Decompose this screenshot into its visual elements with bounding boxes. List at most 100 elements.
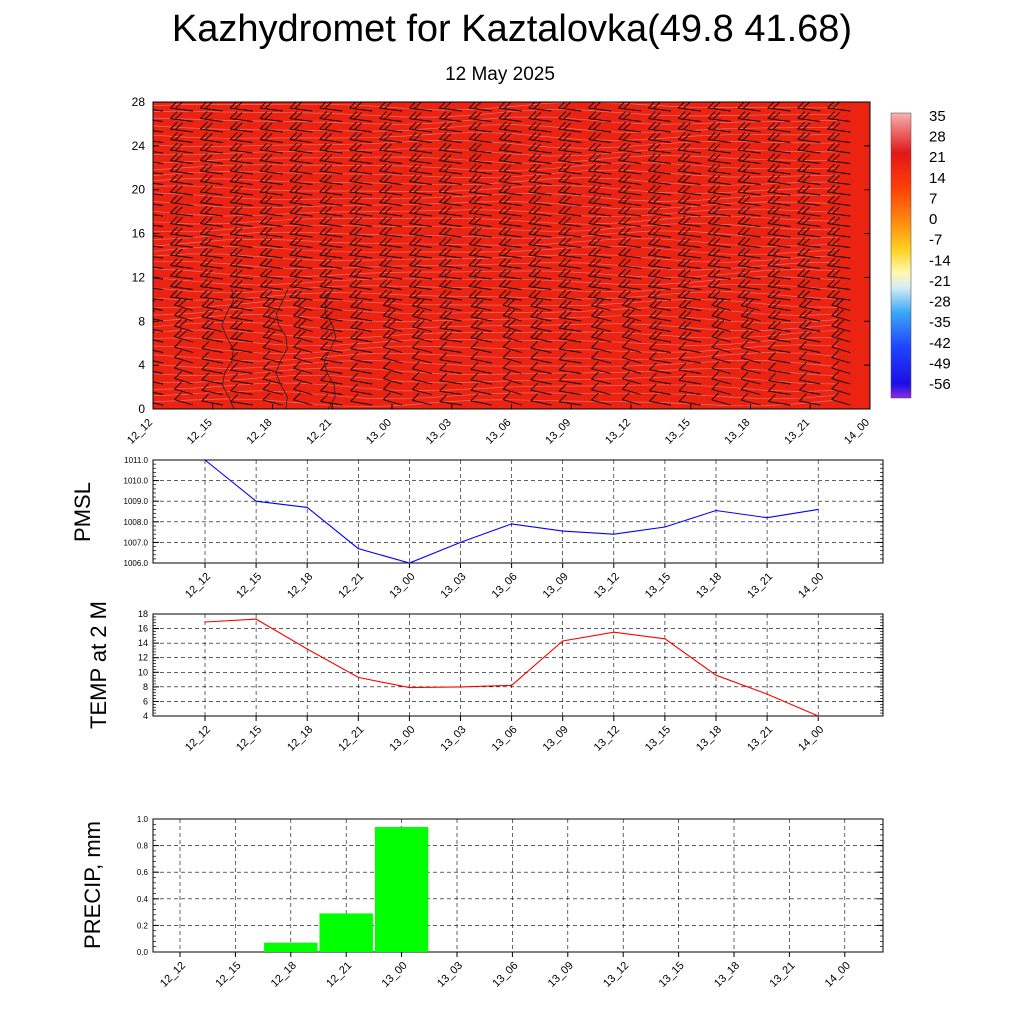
wind-barb-flag <box>798 320 807 328</box>
wind-barb-flag <box>234 164 243 172</box>
wind-barb-shaft <box>498 128 522 133</box>
wind-barb-flag <box>324 269 333 277</box>
wind-barb-shaft <box>170 160 193 164</box>
wind-barb-shaft <box>740 326 761 332</box>
wind-barb-flag <box>320 362 328 371</box>
wind-barb-flag <box>768 310 776 318</box>
wind-barb-flag <box>533 269 542 277</box>
wind-barb-shaft <box>831 325 851 332</box>
wind-barb-flag <box>350 320 358 329</box>
wind-barb-flag <box>438 279 447 287</box>
wind-barb-flag <box>563 300 572 309</box>
wind-barb-flag <box>169 153 178 161</box>
wind-barb-flag <box>683 321 692 329</box>
wind-barb-flag <box>229 195 238 203</box>
wind-barb-flag <box>533 133 542 141</box>
wind-barb-flag <box>588 258 596 266</box>
wind-barb-shaft <box>559 338 582 343</box>
wind-barb-flag <box>503 206 512 214</box>
wind-barb-flag <box>413 112 422 120</box>
wind-barb-shaft <box>379 160 403 164</box>
wind-barb-shaft <box>200 118 223 122</box>
wind-barb-flag <box>174 371 182 379</box>
wind-barb-flag <box>623 175 631 183</box>
temp2m-point <box>459 686 462 688</box>
wind-barb-flag <box>707 132 716 140</box>
y-tick-label: 1011.0 <box>124 456 148 465</box>
wind-barb-flag <box>443 280 452 288</box>
wind-barb-shaft <box>678 223 701 227</box>
wind-barb-flag <box>740 371 749 380</box>
wind-barb-shaft <box>383 304 403 311</box>
wind-barb-flag <box>262 382 271 390</box>
wind-barb-flag <box>593 185 601 193</box>
wind-barb-shaft <box>708 265 731 269</box>
pmsl-point <box>357 548 359 550</box>
wind-barb-flag <box>772 143 781 151</box>
wind-barb-flag <box>802 259 811 267</box>
wind-barb-flag <box>563 154 572 162</box>
wind-barb-shaft <box>201 347 223 353</box>
y-tick-label: 1007.0 <box>124 538 149 547</box>
wind-barb-shaft <box>200 265 223 269</box>
wind-barb-shaft <box>174 336 194 343</box>
wind-barb-shaft <box>153 360 164 364</box>
wind-barb-flag <box>294 217 303 225</box>
wind-barb-flag <box>473 217 482 225</box>
wind-barb-flag <box>503 133 512 141</box>
wind-barb-flag <box>827 205 835 214</box>
wind-barb-shaft <box>412 326 432 332</box>
wind-barb-flag <box>652 196 661 204</box>
x-tick-label: 13_03 <box>439 571 469 601</box>
wind-barb-shaft <box>502 304 522 311</box>
wind-barb-shaft <box>200 223 223 227</box>
wind-barb-flag <box>293 392 301 401</box>
wind-barb-flag <box>294 112 303 120</box>
wind-barb-flag <box>563 143 572 151</box>
wind-barb-shaft <box>349 160 373 164</box>
temp2m-point <box>255 618 257 620</box>
wind-barb-shaft <box>349 191 373 196</box>
wind-barb-shaft <box>439 369 462 374</box>
wind-barb-flag <box>558 352 567 361</box>
wind-barb-flag <box>832 154 840 162</box>
heatmap-field <box>153 102 870 409</box>
wind-barb-flag <box>563 102 572 109</box>
wind-barb-shaft <box>768 327 791 332</box>
wind-barb-flag <box>563 238 572 246</box>
wind-barb-flag <box>382 297 391 306</box>
wind-barb-flag <box>798 299 807 307</box>
wind-barb-flag <box>591 308 599 317</box>
pmsl-point <box>459 541 462 544</box>
wind-barb-flag <box>618 153 626 161</box>
wind-barb-shaft <box>469 128 492 133</box>
wind-barb-shaft <box>831 388 851 395</box>
wind-barb-flag <box>234 280 243 288</box>
wind-barb-flag <box>745 330 754 338</box>
wind-barb-flag <box>324 238 333 246</box>
wind-barb-flag <box>349 195 357 203</box>
wind-barb-flag <box>320 299 328 308</box>
wind-barb-flag <box>683 332 692 340</box>
wind-barb-flag <box>528 111 537 119</box>
wind-barb-flag <box>199 279 208 287</box>
wind-barb-flag <box>627 309 635 317</box>
wind-barb-shaft <box>201 337 223 343</box>
wind-barb-flag <box>349 111 357 119</box>
wind-barb-flag <box>473 154 482 162</box>
wind-barb-flag <box>384 164 392 172</box>
wind-barb-flag <box>832 238 840 246</box>
wind-barb-flag <box>146 134 153 141</box>
wind-barb-flag <box>533 185 542 193</box>
wind-barb-flag <box>320 320 328 329</box>
pmsl-point <box>255 500 257 502</box>
wind-barb-flag <box>354 112 362 120</box>
wind-barb-flag <box>623 280 631 288</box>
wind-barb-shaft <box>498 118 522 122</box>
wind-barb-flag <box>528 279 537 287</box>
wind-barb-flag <box>654 321 662 329</box>
wind-barb-flag <box>349 268 357 277</box>
wind-barb-flag <box>558 121 567 130</box>
wind-barb-shaft <box>588 118 612 122</box>
wind-barb-flag <box>832 133 840 141</box>
